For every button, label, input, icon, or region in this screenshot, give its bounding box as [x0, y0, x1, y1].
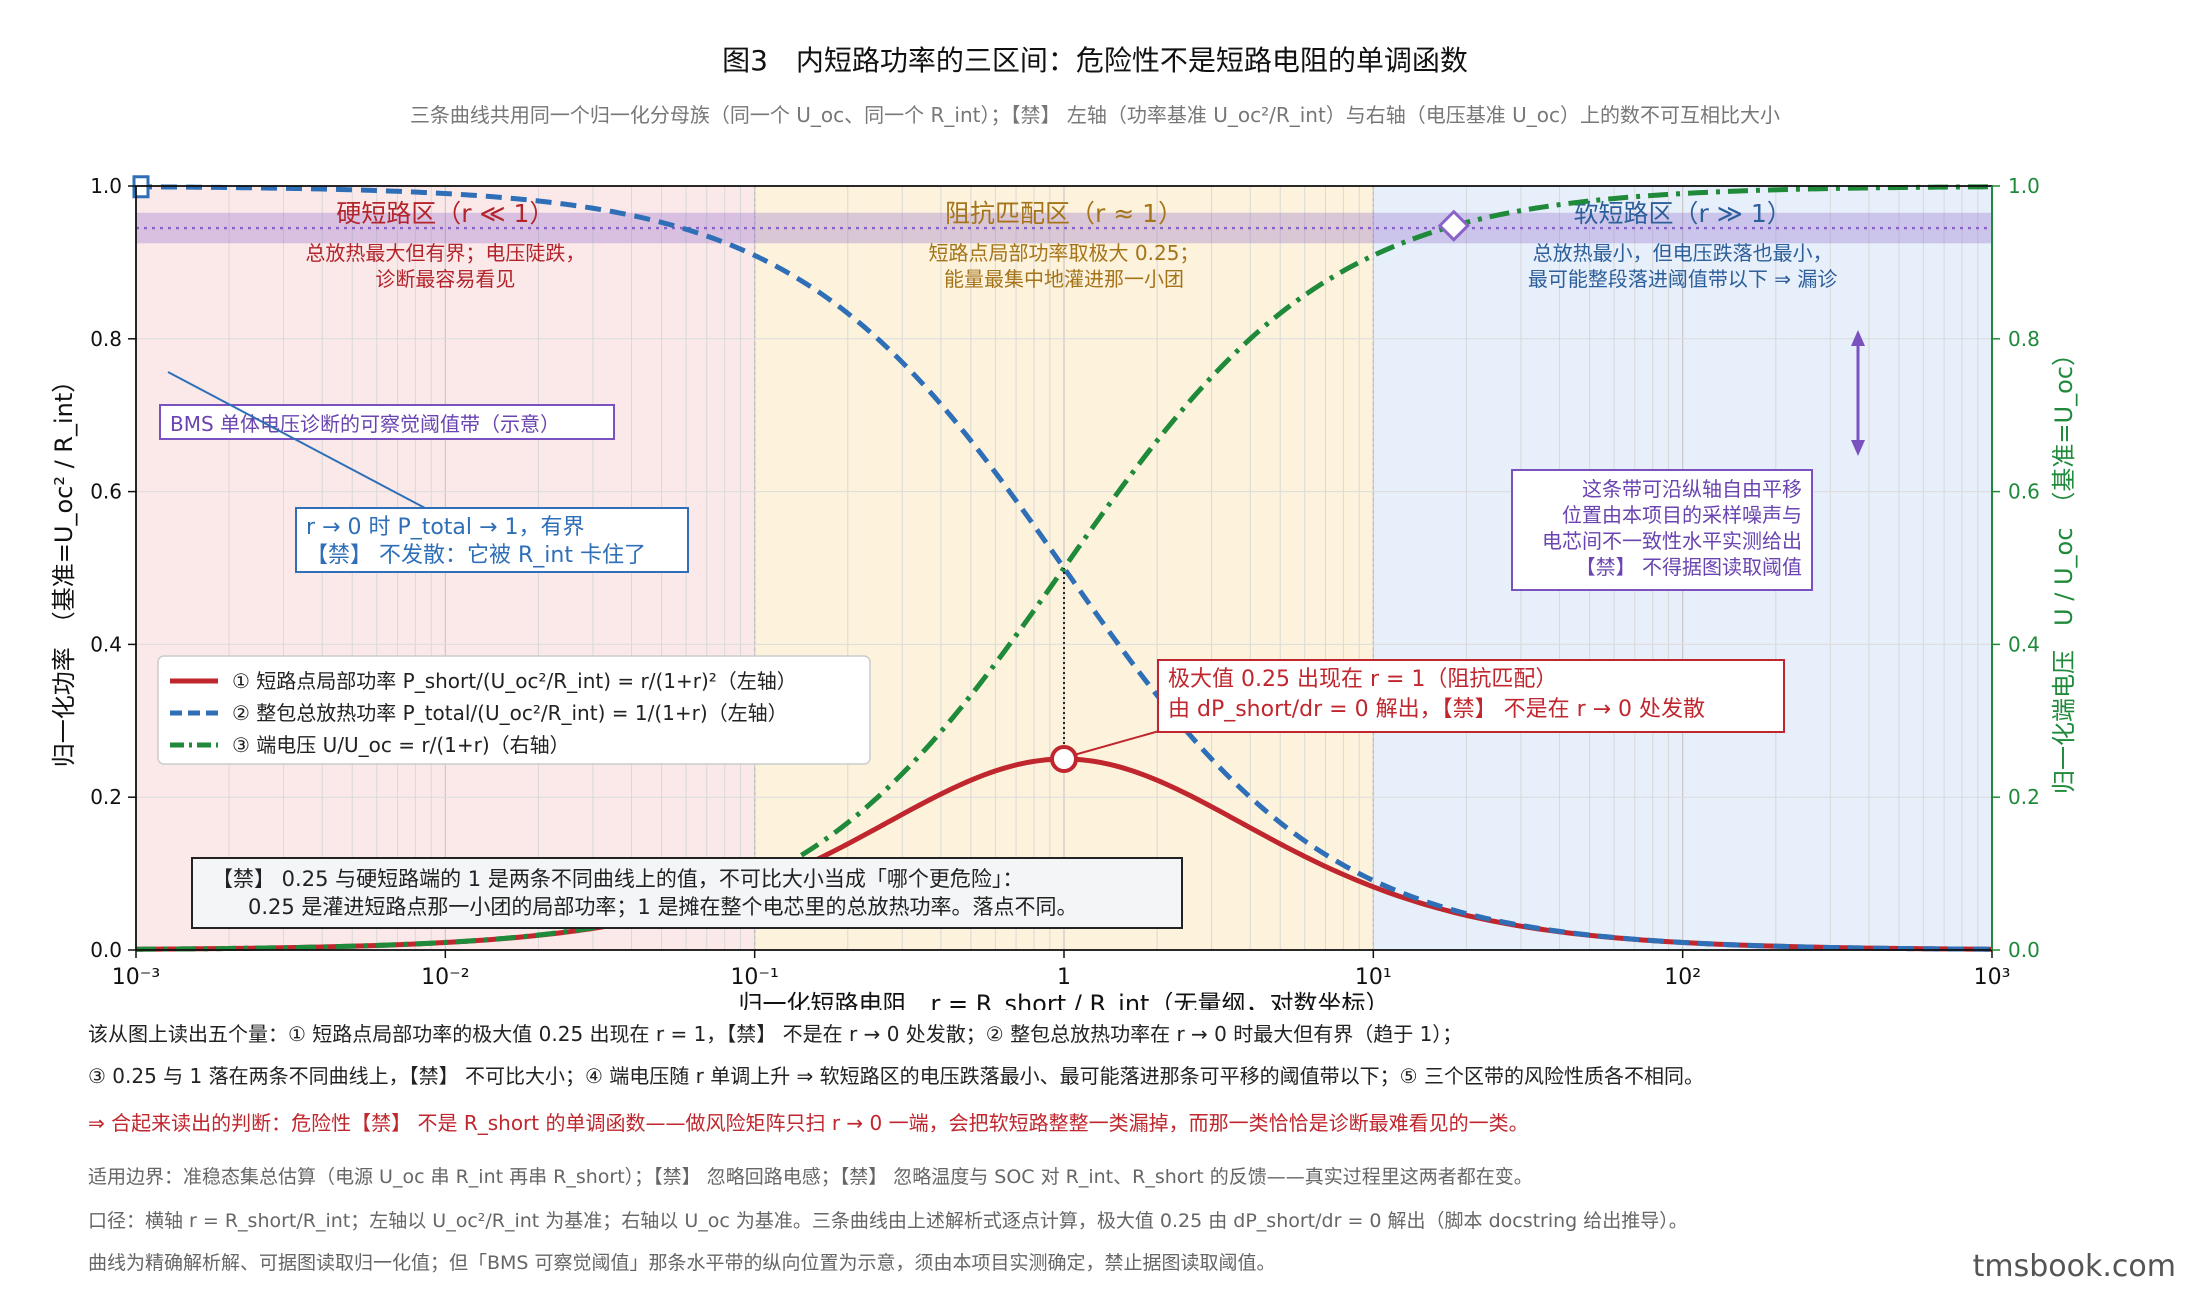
- region-1-desc: 诊断最容易看见: [375, 267, 515, 291]
- limit-note-text: r → 0 时 P_total → 1，有界: [306, 515, 584, 540]
- x-tick-label: 10⁻²: [421, 965, 469, 990]
- band-note-text: 【禁】 不得据图读取阈值: [1576, 555, 1802, 579]
- peak-note-text: 极大值 0.25 出现在 r = 1（阻抗匹配）: [1168, 667, 1557, 692]
- chart-subtitle: 三条曲线共用同一个归一化分母族（同一个 U_oc、同一个 R_int）；【禁】 …: [410, 103, 1780, 127]
- region-3-desc: 总放热最小，但电压跌落也最小，: [1533, 241, 1833, 265]
- band-note-box: [1511, 469, 1813, 591]
- band-note-text: 这条带可沿纵轴自由平移: [1582, 477, 1802, 501]
- watermark: tmsbook.com: [1972, 1249, 2176, 1284]
- legend-label-3: ③ 端电压 U/U_oc = r/(1+r)（右轴）: [232, 733, 570, 757]
- voltage-crossing-marker: [1437, 209, 1470, 242]
- band-note-text: 电芯间不一致性水平实测给出: [1542, 529, 1802, 553]
- y-right-tick-label: 0.0: [2008, 938, 2040, 962]
- region-2-desc: 短路点局部功率取极大 0.25；: [929, 241, 1200, 265]
- limit-note-leader: [167, 371, 426, 509]
- y-left-tick-label: 0.0: [90, 938, 122, 962]
- region-1-title: 硬短路区（r ≪ 1）: [336, 199, 554, 228]
- region-2-desc: 能量最集中地灌进那一小团: [944, 267, 1184, 291]
- compare-note-text: 【禁】 0.25 与硬短路端的 1 是两条不同曲线上的值，不可比大小当成「哪个更…: [212, 867, 1023, 891]
- footer-judgement: ⇒ 合起来读出的判断：危险性【禁】 不是 R_short 的单调函数——做风险矩…: [88, 1111, 1529, 1135]
- legend-label-2: ② 整包总放热功率 P_total/(U_oc²/R_int) = 1/(1+r…: [232, 701, 788, 725]
- y-left-tick-label: 0.4: [90, 632, 122, 656]
- peak-note-box: [1157, 659, 1785, 733]
- region-2-title: 阻抗匹配区（r ≈ 1）: [945, 199, 1183, 228]
- footer-boundary: 适用边界：准稳态集总估算（电源 U_oc 串 R_int 再串 R_short）…: [88, 1166, 1533, 1188]
- x-tick-label: 1: [1057, 965, 1071, 990]
- footer-caliber: 口径：横轴 r = R_short/R_int；左轴以 U_oc²/R_int …: [88, 1210, 1688, 1232]
- region-3-desc: 最可能整段落进阈值带以下 ⇒ 漏诊: [1528, 267, 1837, 291]
- series-2-line: [135, 184, 1993, 952]
- y-left-tick-label: 1.0: [90, 174, 122, 198]
- band-note-text: 位置由本项目的采样噪声与: [1562, 503, 1802, 527]
- y-right-tick-label: 0.8: [2008, 327, 2040, 351]
- limit-note-box: [295, 507, 689, 573]
- chart-svg: 图3 内短路功率的三区间：危险性不是短路电阻的单调函数 三条曲线共用同一个归一化…: [50, 44, 2078, 1010]
- y-right-axis-label: 归一化端电压 U / U_oc （基准=U_oc）: [2050, 342, 2078, 794]
- compare-note-box: [191, 857, 1183, 929]
- plot-area: 硬短路区（r ≪ 1） 总放热最大但有界；电压陡跌，诊断最容易看见 阻抗匹配区（r …: [50, 174, 2078, 1010]
- y-left-axis-label: 归一化功率 （基准=U_oc² / R_int）: [50, 369, 78, 767]
- x-axis-label: 归一化短路电阻 r = R_short / R_int（无量纲，对数坐标）: [739, 990, 1390, 1010]
- legend-label-1: ① 短路点局部功率 P_short/(U_oc²/R_int) = r/(1+r…: [232, 669, 797, 693]
- peak-marker: [1050, 745, 1078, 773]
- threshold-band-label-box: [159, 404, 615, 440]
- x-tick-label: 10⁻¹: [730, 965, 778, 990]
- y-left-tick-label: 0.6: [90, 480, 122, 504]
- footer-line-1: 该从图上读出五个量：① 短路点局部功率的极大值 0.25 出现在 r = 1，【…: [88, 1022, 1463, 1046]
- y-right-tick-label: 0.4: [2008, 632, 2040, 656]
- compare-note-text: 0.25 是灌进短路点那一小团的局部功率；1 是摊在整个电芯里的总放热功率。落点…: [248, 895, 1077, 919]
- y-right-tick-label: 0.2: [2008, 785, 2040, 809]
- y-left-tick-label: 0.8: [90, 327, 122, 351]
- band-shift-arrowhead-up: [1851, 330, 1865, 346]
- threshold-band-label-text: BMS 单体电压诊断的可察觉阈值带（示意）: [170, 412, 560, 436]
- legend-box: [157, 655, 871, 765]
- y-right-tick-label: 1.0: [2008, 174, 2040, 198]
- x-tick-label: 10⁻³: [112, 965, 160, 990]
- band-shift-arrowhead-down: [1851, 440, 1865, 456]
- region-1-desc: 总放热最大但有界；电压陡跌，: [305, 241, 585, 265]
- series-3-line: [135, 184, 1993, 952]
- footer-line-2: ③ 0.25 与 1 落在两条不同曲线上，【禁】 不可比大小；④ 端电压随 r …: [88, 1064, 1704, 1088]
- peak-note-text: 由 dP_short/dr = 0 解出，【禁】 不是在 r → 0 处发散: [1168, 697, 1705, 722]
- footer-disclaimer: 曲线为精确解析解、可据图读取归一化值；但「BMS 可察觉阈值」那条水平带的纵向位…: [88, 1252, 1276, 1274]
- y-right-tick-label: 0.6: [2008, 480, 2040, 504]
- region-3-title: 软短路区（r ≫ 1）: [1574, 199, 1792, 228]
- x-tick-label: 10²: [1664, 965, 1701, 990]
- chart-title: 图3 内短路功率的三区间：危险性不是短路电阻的单调函数: [722, 44, 1468, 77]
- x-tick-label: 10¹: [1355, 965, 1392, 990]
- x-tick-label: 10³: [1974, 965, 2011, 990]
- y-left-tick-label: 0.2: [90, 785, 122, 809]
- limit-note-text: 【禁】 不发散：它被 R_int 卡住了: [306, 543, 646, 568]
